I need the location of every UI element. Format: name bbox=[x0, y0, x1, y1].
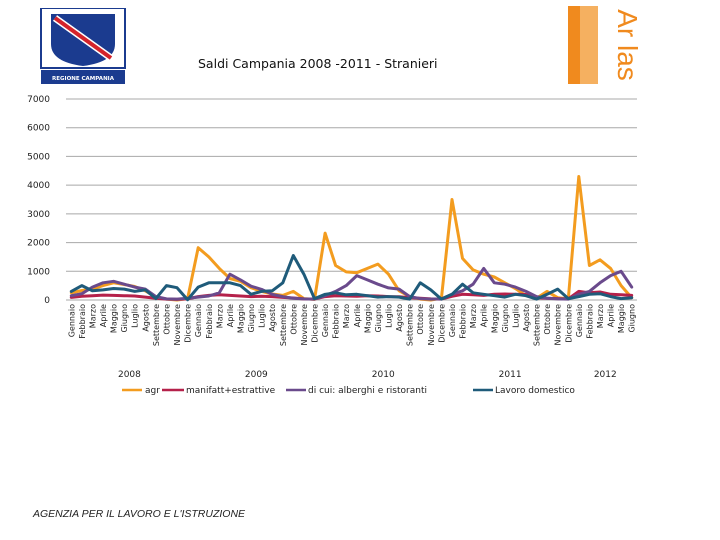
y-tick-label: 4000 bbox=[27, 181, 50, 191]
legend-label-3: Lavoro domestico bbox=[495, 386, 575, 396]
x-tick-label: Gennaio bbox=[448, 304, 457, 337]
x-tick-label: Maggio bbox=[110, 304, 119, 333]
year-label: 2009 bbox=[245, 370, 268, 380]
y-tick-label: 1000 bbox=[27, 267, 50, 277]
y-tick-label: 6000 bbox=[27, 124, 50, 134]
x-tick-label: Aprile bbox=[607, 304, 616, 327]
y-tick-label: 7000 bbox=[27, 95, 50, 105]
x-tick-label: Maggio bbox=[617, 304, 626, 333]
x-tick-label: Giugno bbox=[501, 304, 510, 333]
x-tick-label: Novembre bbox=[427, 304, 436, 346]
x-tick-label: Ottobre bbox=[289, 304, 298, 335]
x-tick-label: Aprile bbox=[99, 304, 108, 327]
x-tick-label: Gennaio bbox=[321, 304, 330, 337]
x-tick-label: Settembre bbox=[406, 304, 415, 346]
x-tick-label: Febbraio bbox=[205, 304, 214, 339]
chart-lines bbox=[69, 175, 634, 302]
x-tick-label: Dicembre bbox=[564, 304, 573, 343]
chart-title: Saldi Campania 2008 -2011 - Stranieri bbox=[198, 56, 438, 71]
legend-label-0: agr bbox=[145, 386, 160, 396]
x-tick-label: Novembre bbox=[300, 304, 309, 346]
y-tick-label: 5000 bbox=[27, 152, 50, 162]
x-axis-year-ticks: 2008 2009 2010 2011 2012 bbox=[118, 370, 617, 380]
x-tick-label: Agosto bbox=[522, 304, 531, 332]
arlas-mark-icon: Ar las bbox=[568, 6, 643, 84]
regione-campania-emblem-icon: REGIONE CAMPANIA bbox=[40, 7, 126, 84]
year-label: 2010 bbox=[372, 370, 395, 380]
x-tick-label: Agosto bbox=[141, 304, 150, 332]
y-tick-label: 2000 bbox=[27, 239, 50, 249]
x-tick-label: Novembre bbox=[173, 304, 182, 346]
x-tick-label: Maggio bbox=[490, 304, 499, 333]
x-tick-label: Dicembre bbox=[184, 304, 193, 343]
x-tick-label: Luglio bbox=[511, 304, 520, 328]
x-tick-label: Giugno bbox=[628, 304, 637, 333]
arlas-logo: Ar las bbox=[568, 6, 643, 84]
year-label: 2011 bbox=[499, 370, 522, 380]
x-tick-label: Dicembre bbox=[437, 304, 446, 343]
x-tick-label: Febbraio bbox=[459, 304, 468, 339]
year-label: 2008 bbox=[118, 370, 141, 380]
x-tick-label: Agosto bbox=[395, 304, 404, 332]
regione-campania-logo: REGIONE CAMPANIA bbox=[33, 7, 133, 94]
x-tick-label: Agosto bbox=[268, 304, 277, 332]
x-tick-label: Aprile bbox=[480, 304, 489, 327]
x-tick-label: Dicembre bbox=[310, 304, 319, 343]
chart-grid bbox=[66, 98, 637, 301]
x-tick-label: Ottobre bbox=[416, 304, 425, 335]
x-tick-label: Maggio bbox=[363, 304, 372, 333]
x-tick-label: Marzo bbox=[596, 304, 605, 328]
x-tick-label: Luglio bbox=[258, 304, 267, 328]
x-tick-label: Marzo bbox=[469, 304, 478, 328]
x-axis-month-ticks: Gennaio Febbraio Marzo Aprile Maggio Giugno Lu… bbox=[67, 304, 636, 346]
legend-label-2: di cui: alberghi e ristoranti bbox=[308, 386, 427, 396]
series-line-3 bbox=[69, 254, 634, 302]
x-tick-label: Gennaio bbox=[194, 304, 203, 337]
y-axis-ticks: 0 1000 2000 3000 4000 5000 6000 7000 bbox=[27, 95, 50, 306]
x-tick-label: Luglio bbox=[131, 304, 140, 328]
x-tick-label: Settembre bbox=[279, 304, 288, 346]
x-tick-label: Aprile bbox=[226, 304, 235, 327]
x-tick-label: Marzo bbox=[215, 304, 224, 328]
x-tick-label: Settembre bbox=[152, 304, 161, 346]
chart-legend: agr manifatt+estrattive di cui: alberghi e… bbox=[122, 386, 575, 396]
arlas-logo-text: Ar las bbox=[612, 9, 640, 81]
y-tick-label: 0 bbox=[44, 296, 50, 306]
x-tick-label: Aprile bbox=[353, 304, 362, 327]
x-tick-label: Ottobre bbox=[543, 304, 552, 335]
x-tick-label: Giugno bbox=[120, 304, 129, 333]
x-tick-label: Febbraio bbox=[332, 304, 341, 339]
legend-label-1: manifatt+estrattive bbox=[186, 386, 276, 396]
x-tick-label: Luglio bbox=[385, 304, 394, 328]
x-tick-label: Febbraio bbox=[78, 304, 87, 339]
x-tick-label: Febbraio bbox=[585, 304, 594, 339]
x-tick-label: Giugno bbox=[247, 304, 256, 333]
x-tick-label: Maggio bbox=[236, 304, 245, 333]
y-tick-label: 3000 bbox=[27, 210, 50, 220]
x-tick-label: Gennaio bbox=[67, 304, 76, 337]
x-tick-label: Marzo bbox=[342, 304, 351, 328]
x-tick-label: Settembre bbox=[533, 304, 542, 346]
x-tick-label: Ottobre bbox=[162, 304, 171, 335]
x-tick-label: Marzo bbox=[88, 304, 97, 328]
x-tick-label: Gennaio bbox=[575, 304, 584, 337]
footer-agency: AGENZIA PER IL LAVORO E L'ISTRUZIONE bbox=[33, 508, 246, 520]
x-tick-label: Giugno bbox=[374, 304, 383, 333]
year-label: 2012 bbox=[594, 370, 617, 380]
regione-campania-label: REGIONE CAMPANIA bbox=[52, 76, 115, 82]
x-tick-label: Novembre bbox=[554, 304, 563, 346]
